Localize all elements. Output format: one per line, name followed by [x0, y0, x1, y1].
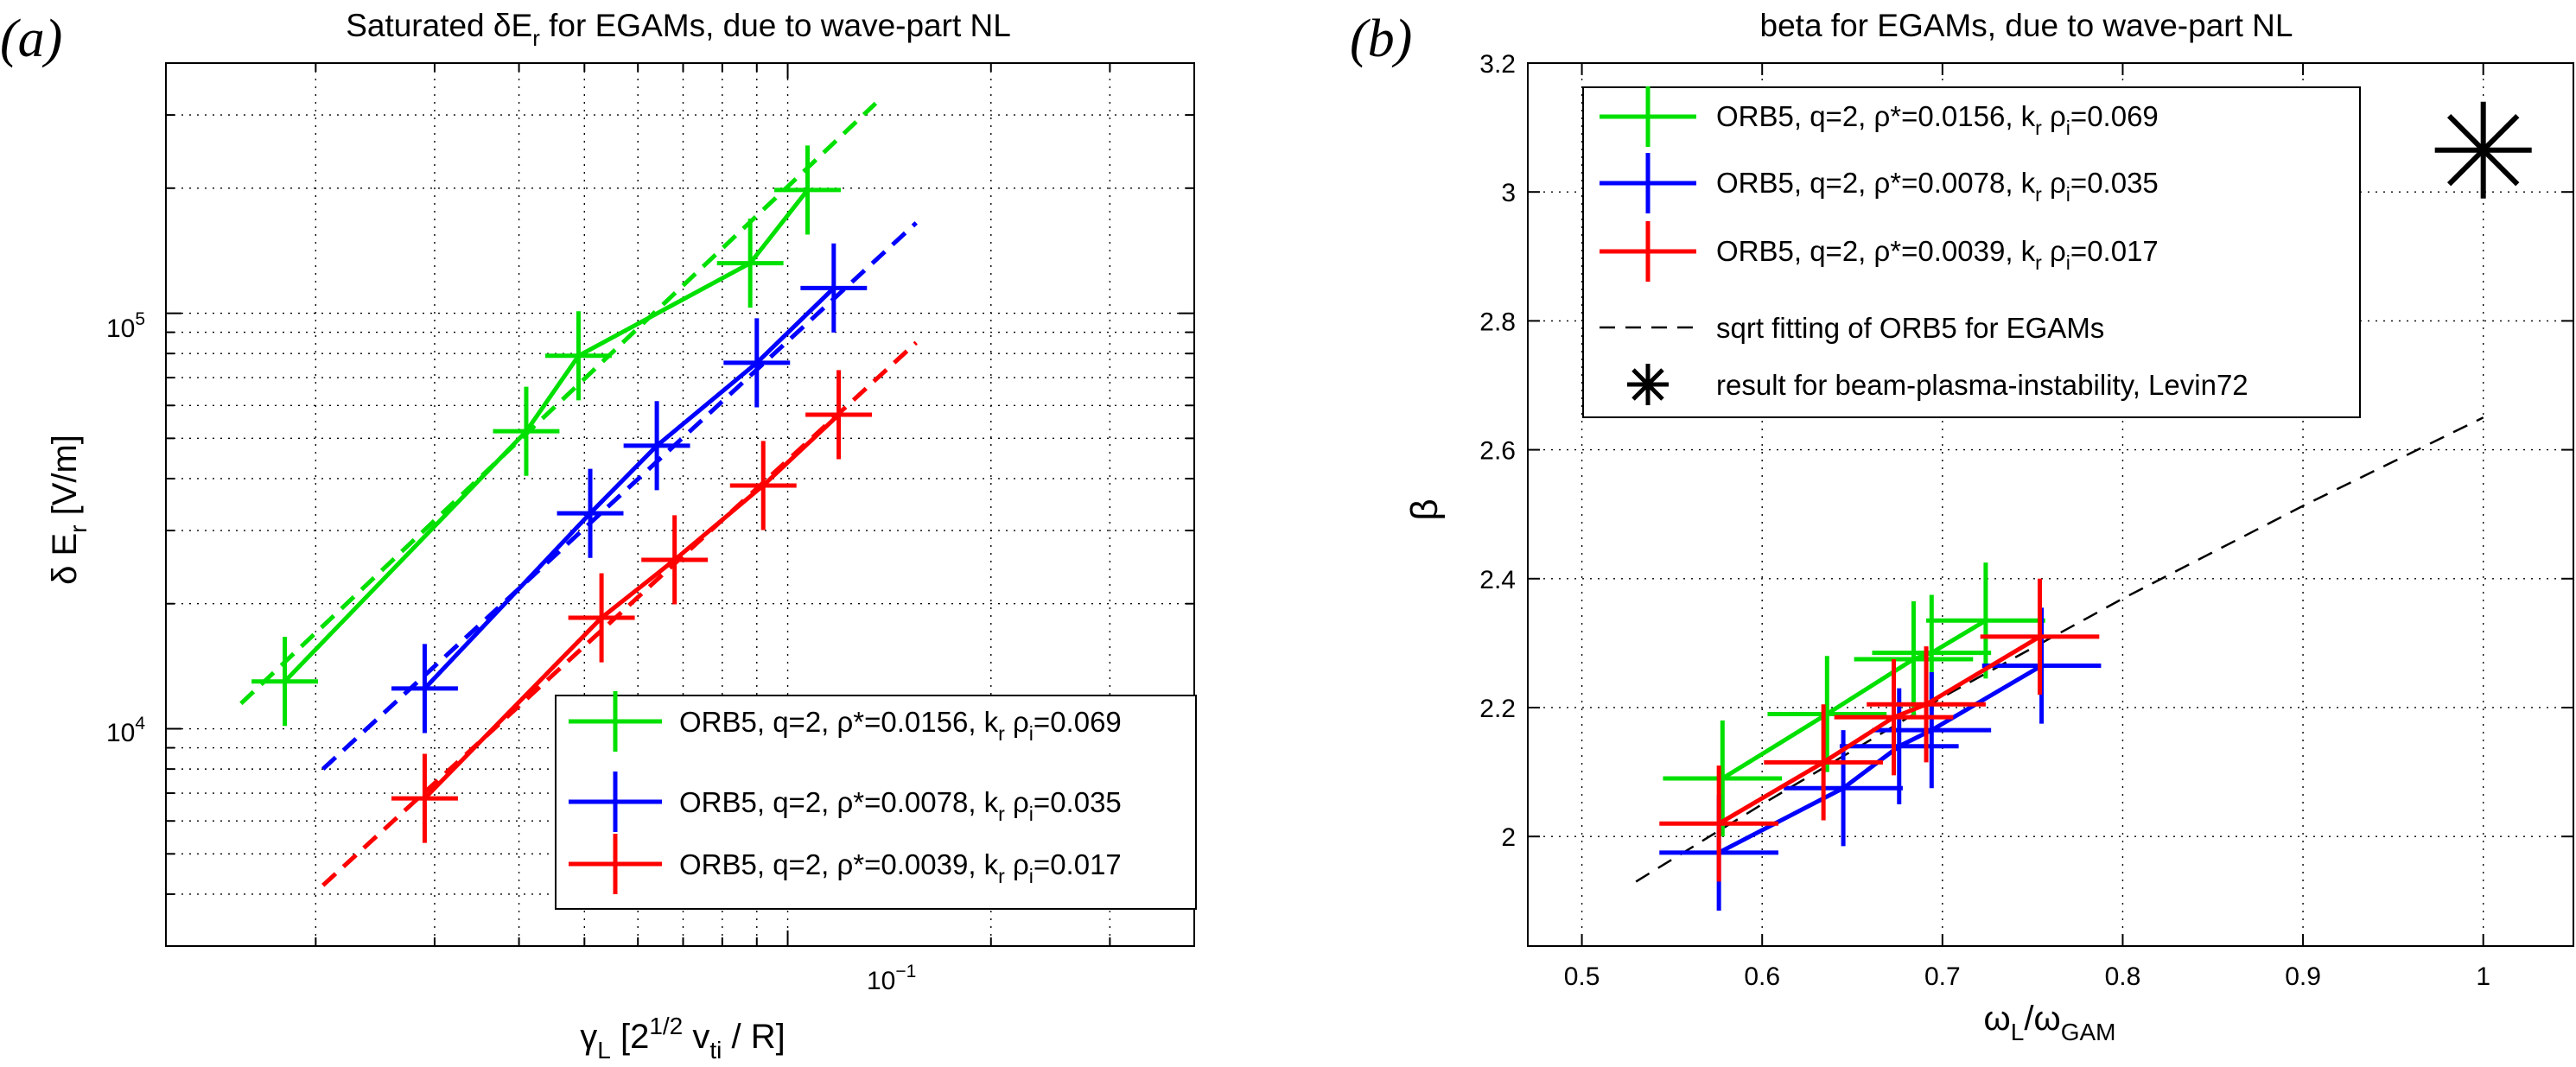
- data-point-red: [729, 441, 797, 530]
- data-point-blue: [623, 401, 690, 491]
- panel-a-yticklabel-1e5: 105: [106, 309, 145, 343]
- panel-a-title: Saturated δEr for EGAMs, due to wave-par…: [346, 8, 1011, 51]
- data-point-blue: [1839, 688, 1959, 804]
- panel-a-label: (a): [0, 10, 62, 68]
- data-point-red: [1980, 578, 2100, 695]
- x-tick-label: 0.6: [1744, 962, 1780, 991]
- asterisk-stroke: [2446, 113, 2520, 187]
- data-point-red: [1764, 704, 1883, 821]
- y-tick-label: 2.6: [1479, 437, 1516, 466]
- series-line-green: [1721, 619, 1988, 781]
- data-point-red: [1834, 659, 1954, 776]
- panel-a: (a) Saturated δEr for EGAMs, due to wave…: [0, 8, 1197, 1064]
- data-point-blue: [723, 318, 791, 408]
- panel-b-legend-item-levin: result for beam-plasma-instability, Levi…: [1627, 364, 2248, 405]
- panel-b-xlabel: ωL/ωGAM: [1984, 1000, 2116, 1045]
- x-tick-label: 1: [2476, 962, 2490, 991]
- panel-a-ylabel: δ Er [V/m]: [46, 435, 92, 585]
- data-point-green: [493, 386, 560, 476]
- panel-b-axes: [1527, 62, 2574, 947]
- x-tick-label: 0.9: [2285, 962, 2321, 991]
- fit-line-blue: [321, 221, 918, 771]
- panel-b-legend-box: [1582, 86, 2361, 418]
- panel-b-label: (b): [1350, 10, 1412, 68]
- data-point-blue: [557, 468, 624, 558]
- panel-b-title: beta for EGAMs, due to wave-part NL: [1760, 8, 2293, 43]
- panel-b-ticklabels: 0.5 0.6 0.7 0.8 0.9 1 2 2.2 2.4 2.6 2.8 3 3.2: [1479, 50, 2490, 991]
- y-tick-label: 2: [1501, 823, 1516, 852]
- panel-a-yticklabel-1e4: 104: [106, 714, 145, 747]
- data-point-green: [774, 145, 841, 235]
- y-tick-label: 2.8: [1479, 308, 1516, 336]
- panel-b-ylabel: β: [1403, 499, 1446, 520]
- data-point-blue: [391, 644, 458, 734]
- data-point-red: [1659, 765, 1778, 882]
- data-point-green: [1767, 656, 1887, 772]
- data-point-green: [1663, 720, 1783, 837]
- data-point-green: [1854, 600, 1974, 718]
- panel-b: (b) beta for EGAMs, due to wave-part NL …: [1350, 8, 2574, 1045]
- data-point-red: [391, 753, 458, 843]
- panel-a-xlabel: γL [21/2 vti / R]: [580, 1013, 785, 1064]
- sqrt-fit-line: [1635, 416, 2484, 883]
- y-tick-label: 2.4: [1479, 566, 1516, 594]
- y-tick-label: 3: [1501, 179, 1516, 207]
- x-tick-label: 0.7: [1924, 962, 1961, 991]
- asterisk-icon: [1627, 364, 1669, 405]
- panel-b-legend: ORB5, q=2, ρ*=0.0156, kr ρi=0.069 ORB5, …: [1582, 86, 2361, 418]
- levin72-asterisk-marker: [2434, 101, 2532, 199]
- y-tick-label: 2.2: [1479, 695, 1516, 723]
- x-tick-label: 0.8: [2105, 962, 2141, 991]
- data-point-red: [1867, 646, 1986, 763]
- data-point-blue: [800, 243, 868, 333]
- panel-b-legend-label-fit: sqrt fitting of ORB5 for EGAMs: [1716, 312, 2104, 344]
- panel-b-data: [1635, 101, 2532, 911]
- panel-a-axes: [165, 62, 1195, 947]
- x-tick-label: 0.5: [1564, 962, 1600, 991]
- y-tick-label: 3.2: [1479, 50, 1516, 79]
- panel-a-xticklabel-1e-1: 10−1: [867, 962, 916, 995]
- panel-a-data: [239, 101, 918, 887]
- panel-b-legend-label-levin: result for beam-plasma-instability, Levi…: [1716, 369, 2248, 401]
- data-point-green: [544, 311, 612, 401]
- panel-a-legend: ORB5, q=2, ρ*=0.0156, kr ρi=0.069 ORB5, …: [555, 691, 1197, 910]
- panel-a-legend-box: [555, 695, 1197, 910]
- panel-b-legend-item-fit: sqrt fitting of ORB5 for EGAMs: [1600, 312, 2104, 344]
- fit-line-green: [239, 101, 878, 706]
- data-point-red: [568, 573, 635, 663]
- data-point-blue: [1872, 671, 1992, 789]
- data-point-green: [251, 637, 319, 727]
- data-point-green: [716, 219, 784, 308]
- data-point-red: [805, 370, 873, 460]
- data-point-red: [641, 515, 709, 605]
- data-point-green: [1926, 562, 2045, 679]
